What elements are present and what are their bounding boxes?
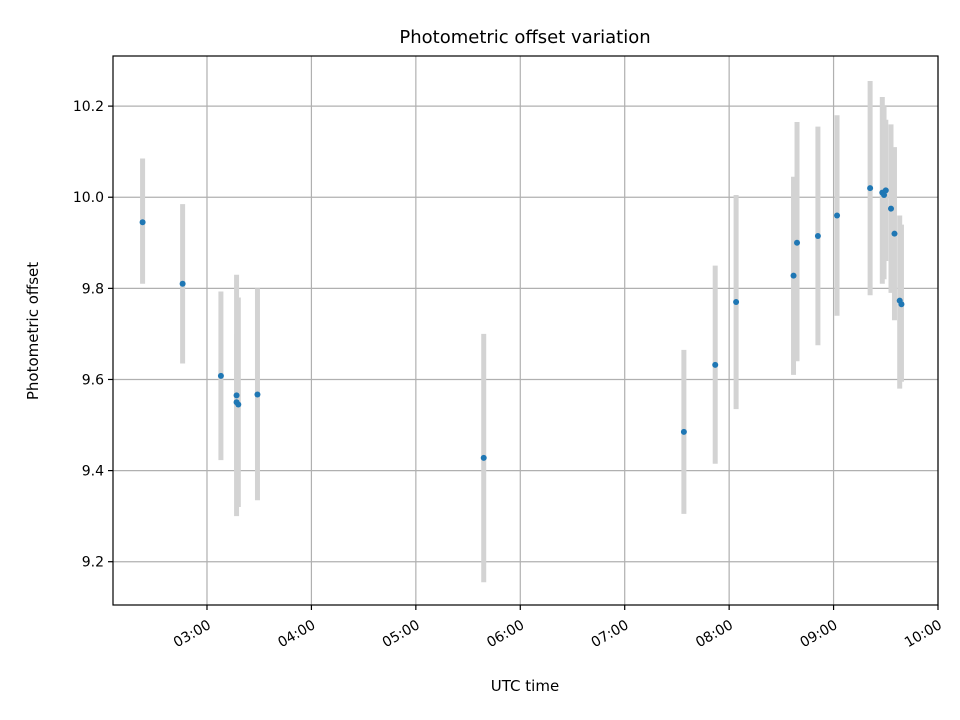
data-point bbox=[881, 191, 888, 198]
grid bbox=[113, 56, 939, 605]
y-tick-label: 9.8 bbox=[82, 281, 104, 297]
y-tick-label: 9.2 bbox=[82, 555, 104, 571]
data-point bbox=[794, 239, 801, 246]
y-tick-label: 10.0 bbox=[73, 190, 104, 206]
data-point bbox=[139, 219, 146, 226]
y-axis-ticks: 9.2 9.4 9.6 9.8 10.0 10.2 bbox=[73, 99, 113, 571]
data-point bbox=[790, 272, 797, 279]
data-point bbox=[898, 301, 905, 308]
data-point bbox=[217, 372, 224, 379]
y-tick-label: 9.4 bbox=[82, 464, 104, 480]
data-point bbox=[179, 280, 186, 287]
y-axis-title: Photometric offset bbox=[24, 262, 42, 400]
data-points bbox=[139, 185, 905, 461]
data-point bbox=[733, 299, 740, 306]
data-point bbox=[882, 187, 889, 194]
chart-title: Photometric offset variation bbox=[399, 27, 650, 48]
data-point bbox=[680, 428, 687, 435]
data-point bbox=[891, 230, 898, 237]
plot-area-frame bbox=[112, 55, 939, 606]
y-tick-label: 10.2 bbox=[73, 99, 104, 115]
x-axis-title: UTC time bbox=[491, 677, 559, 695]
data-point bbox=[233, 392, 240, 399]
data-point bbox=[235, 401, 242, 408]
data-point bbox=[712, 361, 719, 368]
data-point bbox=[480, 454, 487, 461]
data-point bbox=[834, 212, 841, 219]
data-point bbox=[888, 205, 895, 212]
y-tick-label: 9.6 bbox=[82, 372, 104, 388]
data-point bbox=[254, 391, 261, 398]
data-point bbox=[814, 232, 821, 239]
data-point bbox=[867, 185, 874, 192]
